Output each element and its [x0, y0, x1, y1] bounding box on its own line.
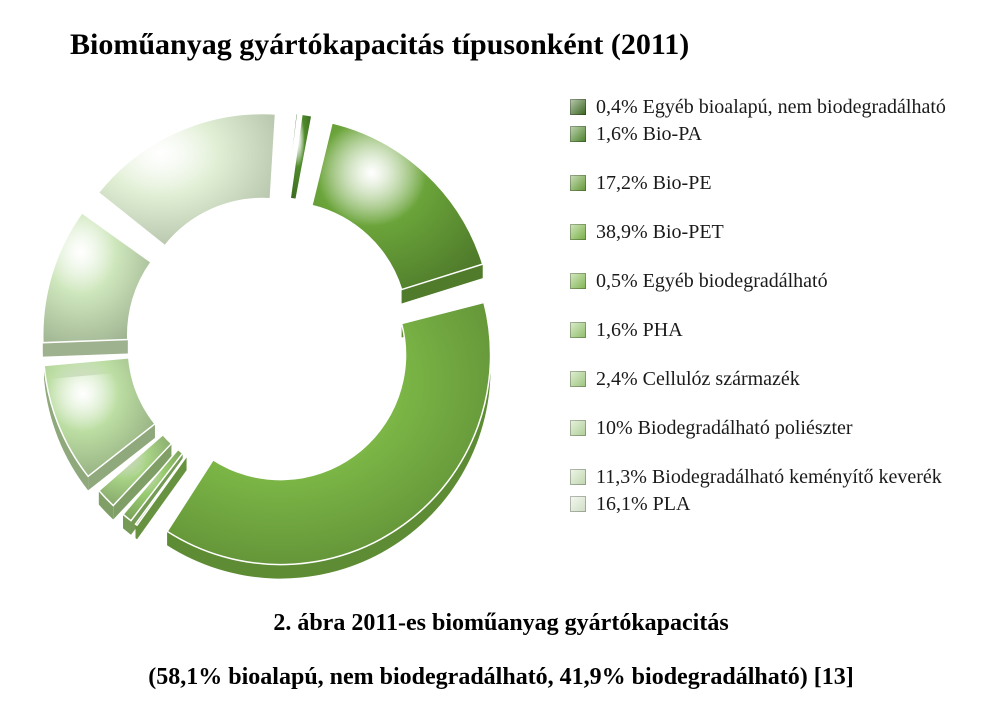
donut-chart: [20, 90, 520, 550]
legend-label: 2,4% Cellulóz származék: [596, 367, 980, 392]
slice-top: [167, 302, 490, 564]
legend-item: 17,2% Bio-PE: [570, 171, 980, 196]
legend-swatch: [570, 175, 586, 191]
legend-label: 16,1% PLA: [596, 492, 980, 517]
legend-label: 0,5% Egyéb biodegradálható: [596, 269, 980, 294]
legend-swatch: [570, 126, 586, 142]
page: Bioműanyag gyártókapacitás típusonként (…: [0, 0, 1002, 726]
legend: 0,4% Egyéb bioalapú, nem biodegradálható…: [570, 95, 980, 541]
legend-item: 0,5% Egyéb biodegradálható: [570, 269, 980, 294]
legend-swatch: [570, 469, 586, 485]
legend-label: 38,9% Bio-PET: [596, 220, 980, 245]
slice-top: [312, 123, 483, 290]
legend-label: 1,6% PHA: [596, 318, 980, 343]
legend-label: 1,6% Bio-PA: [596, 122, 980, 147]
legend-label: 0,4% Egyéb bioalapú, nem biodegradálható: [596, 95, 980, 120]
caption-line-1: 2. ábra 2011-es bioműanyag gyártókapacit…: [0, 610, 1002, 637]
legend-label: 10% Biodegradálható poliészter: [596, 416, 980, 441]
legend-item: 1,6% Bio-PA: [570, 122, 980, 147]
legend-swatch: [570, 322, 586, 338]
legend-item: 16,1% PLA: [570, 492, 980, 517]
donut-svg: [20, 90, 520, 590]
legend-item: 2,4% Cellulóz származék: [570, 367, 980, 392]
legend-swatch: [570, 371, 586, 387]
legend-item: 10% Biodegradálható poliészter: [570, 416, 980, 441]
slice-top: [43, 213, 151, 343]
chart-title: Bioműanyag gyártókapacitás típusonként (…: [70, 28, 689, 62]
legend-item: 1,6% PHA: [570, 318, 980, 343]
legend-swatch: [570, 99, 586, 115]
caption-line-2: (58,1% bioalapú, nem biodegradálható, 41…: [0, 664, 1002, 691]
legend-item: 11,3% Biodegradálható keményítő keverék: [570, 465, 980, 490]
slice-top: [290, 114, 312, 199]
legend-label: 17,2% Bio-PE: [596, 171, 980, 196]
legend-swatch: [570, 224, 586, 240]
legend-item: 38,9% Bio-PET: [570, 220, 980, 245]
legend-swatch: [570, 273, 586, 289]
legend-label: 11,3% Biodegradálható keményítő keverék: [596, 465, 980, 490]
legend-swatch: [570, 420, 586, 436]
slice-top: [98, 114, 275, 246]
legend-swatch: [570, 496, 586, 512]
legend-item: 0,4% Egyéb bioalapú, nem biodegradálható: [570, 95, 980, 120]
